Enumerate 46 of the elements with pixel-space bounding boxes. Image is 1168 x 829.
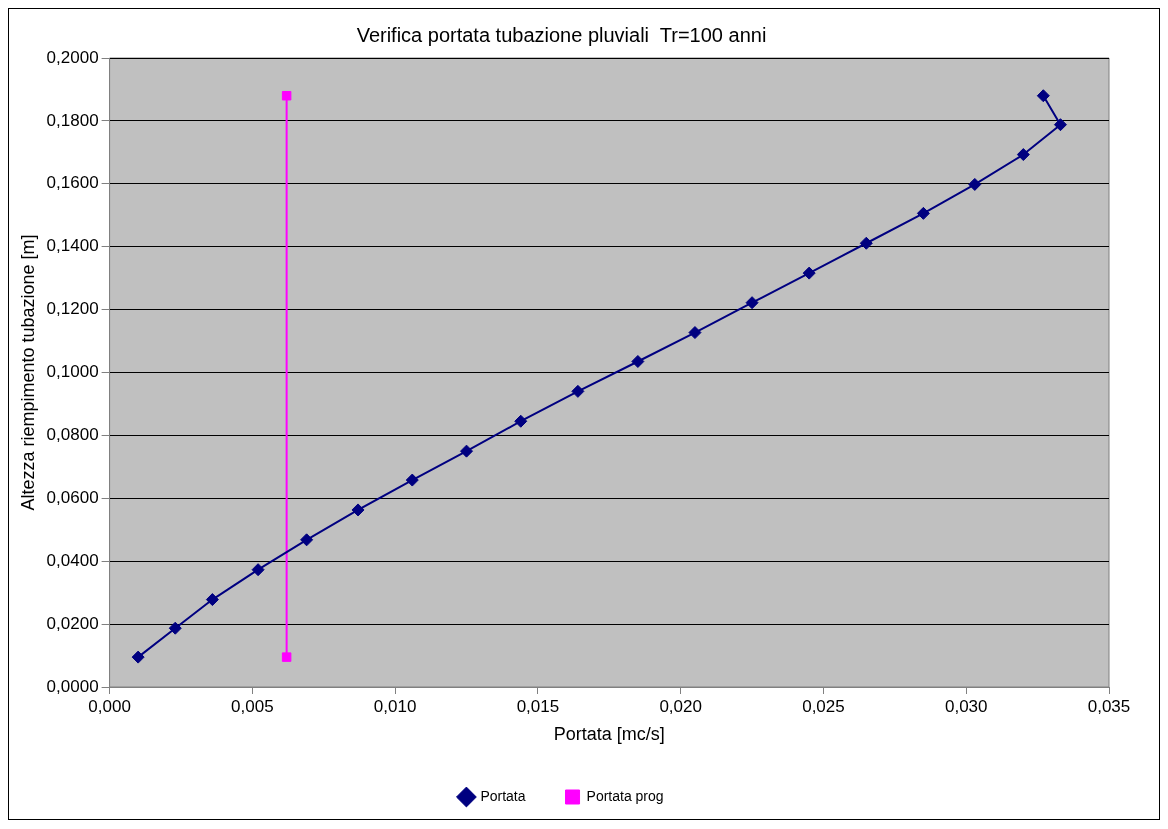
y-tick-label: 0,1800: [46, 110, 99, 130]
x-tick-label: 0,030: [944, 696, 988, 716]
point: [405, 473, 419, 487]
point: [514, 414, 528, 428]
point: [631, 354, 645, 368]
y-tick-label: 0,0800: [46, 425, 99, 445]
y-tick-label: 0,1200: [46, 299, 99, 319]
y-tick-label: 0,1600: [46, 173, 99, 193]
x-tick-label: 0,010: [373, 696, 417, 716]
x-tick-label: 0,025: [802, 696, 845, 716]
y-tick-label: 0,0000: [46, 676, 99, 696]
point: [281, 652, 292, 662]
legend-label: Portata prog: [586, 787, 664, 804]
x-axis-title: Portata [mc/s]: [553, 724, 665, 745]
y-axis-title: Altezza riempimento tubazione [m]: [17, 234, 38, 511]
point: [460, 444, 474, 458]
point: [300, 533, 314, 547]
point: [688, 326, 702, 340]
x-tick-label: 0,035: [1087, 696, 1131, 716]
x-tick-label: 0,015: [516, 696, 560, 716]
y-tick-label: 0,1000: [46, 362, 99, 382]
point: [802, 266, 816, 280]
y-tick-label: 0,0400: [46, 550, 99, 570]
point: [968, 177, 982, 191]
point: [351, 503, 365, 517]
legend-label: Portata: [480, 787, 526, 804]
y-tick-label: 0,0200: [46, 613, 99, 633]
point: [168, 621, 182, 635]
point: [205, 593, 219, 607]
point: [1036, 89, 1050, 103]
x-tick-label: 0,020: [659, 696, 702, 716]
y-tick-label: 0,2000: [46, 47, 99, 67]
point: [1053, 118, 1067, 132]
y-tick-label: 0,1400: [46, 236, 99, 256]
point: [1016, 148, 1030, 162]
point: [859, 236, 873, 250]
point: [571, 384, 585, 398]
chart-title: Verifica portata tubazione pluviali Tr=100 anni: [356, 23, 767, 46]
x-tick-label: 0,005: [231, 696, 274, 716]
point: [251, 563, 265, 577]
point: [131, 650, 145, 664]
y-tick-label: 0,0600: [46, 487, 99, 507]
point: [745, 296, 759, 310]
point: [916, 206, 930, 220]
x-tick-label: 0,000: [88, 696, 131, 716]
point: [281, 91, 292, 101]
